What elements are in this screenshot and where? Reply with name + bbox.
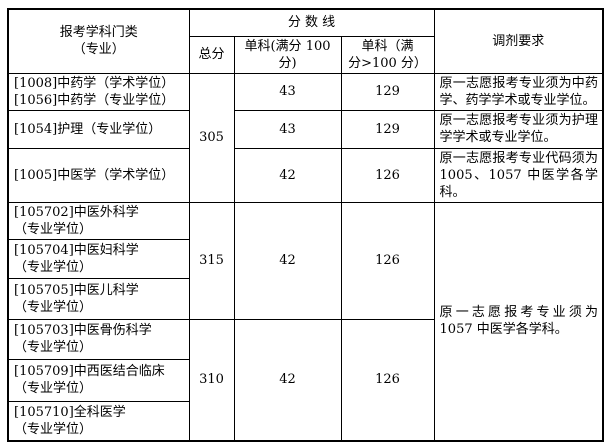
header-score-line: 分 数 线	[188, 8, 435, 37]
single-over-100-cell: 126	[340, 147, 435, 203]
major-cell: [105704]中医妇科学 （专业学位）	[7, 238, 190, 279]
header-category: 报考学科门类 （专业）	[7, 8, 190, 74]
single-100-cell: 42	[233, 147, 342, 203]
single-100-cell: 43	[233, 109, 342, 149]
table-row: [105709]中西医结合临床 （专业学位）	[7, 358, 603, 402]
score-table: 报考学科门类 （专业） 分 数 线 调剂要求 总分 单科(满分 100 分) 单…	[7, 8, 605, 442]
adjustment-cell: 原一志愿报考专业须为中药学、药学学术或专业学位。	[433, 72, 604, 111]
adjustment-line-1: 原一志愿报考专业须为	[439, 305, 599, 321]
table-row: [105702]中医外科学 （专业学位） 315 42 126 原一志愿报考专业…	[7, 201, 604, 442]
major-cell: [1008]中药学（学术学位） [1056]中药学（专业学位）	[7, 72, 190, 111]
total-score-cell: 310	[188, 318, 235, 442]
major-cell: [105705]中医儿科学 （专业学位）	[7, 277, 190, 320]
header-total-score: 总分	[188, 35, 235, 74]
major-cell: [1005]中医学（学术学位）	[7, 147, 190, 203]
adjustment-line-2: 1057 中医学各学科。	[439, 322, 568, 338]
major-cell: [105703]中医骨伤科学 （专业学位）	[7, 318, 190, 360]
major-cell: [1054]护理（专业学位）	[7, 109, 190, 149]
major-cell: [105710]全科医学 （专业学位）	[7, 400, 190, 442]
table-row: [1008]中药学（学术学位） [1056]中药学（专业学位） 305 43 1…	[7, 72, 604, 203]
header-single-100: 单科(满分 100 分)	[233, 35, 342, 74]
major-cell: [105702]中医外科学 （专业学位）	[7, 201, 190, 240]
single-over-100-cell: 126	[340, 318, 435, 442]
single-over-100-cell: 126	[340, 201, 435, 320]
single-100-cell: 42	[233, 201, 342, 320]
table-row: [105704]中医妇科学 （专业学位）	[7, 238, 603, 279]
table-row: [1054]护理（专业学位） 43 129 原一志愿报考专业须为护理学学术或专业…	[7, 109, 604, 149]
score-table-container: 报考学科门类 （专业） 分 数 线 调剂要求 总分 单科(满分 100 分) 单…	[7, 8, 605, 442]
adjustment-cell: 原一志愿报考专业须为 1057 中医学各学科。	[433, 201, 604, 442]
single-100-cell: 43	[233, 72, 342, 111]
single-over-100-cell: 129	[340, 109, 435, 149]
major-cell: [105709]中西医结合临床 （专业学位）	[7, 358, 190, 402]
single-100-cell: 42	[233, 318, 342, 442]
table-row: [1005]中医学（学术学位） 42 126 原一志愿报考专业代码须为1005、…	[7, 147, 604, 203]
adjustment-cell: 原一志愿报考专业须为护理学学术或专业学位。	[433, 109, 604, 149]
adjustment-cell: 原一志愿报考专业代码须为1005、1057 中医学各学科。	[433, 147, 604, 203]
header-adjustment: 调剂要求	[433, 8, 604, 74]
total-score-cell: 305	[188, 72, 235, 203]
single-over-100-cell: 129	[340, 72, 435, 111]
header-single-over-100: 单科（满 分>100 分）	[340, 35, 435, 74]
table-row: [105703]中医骨伤科学 （专业学位） 310 42 126	[7, 318, 603, 442]
total-score-cell: 315	[188, 201, 235, 320]
table-row: [105705]中医儿科学 （专业学位）	[7, 277, 603, 320]
